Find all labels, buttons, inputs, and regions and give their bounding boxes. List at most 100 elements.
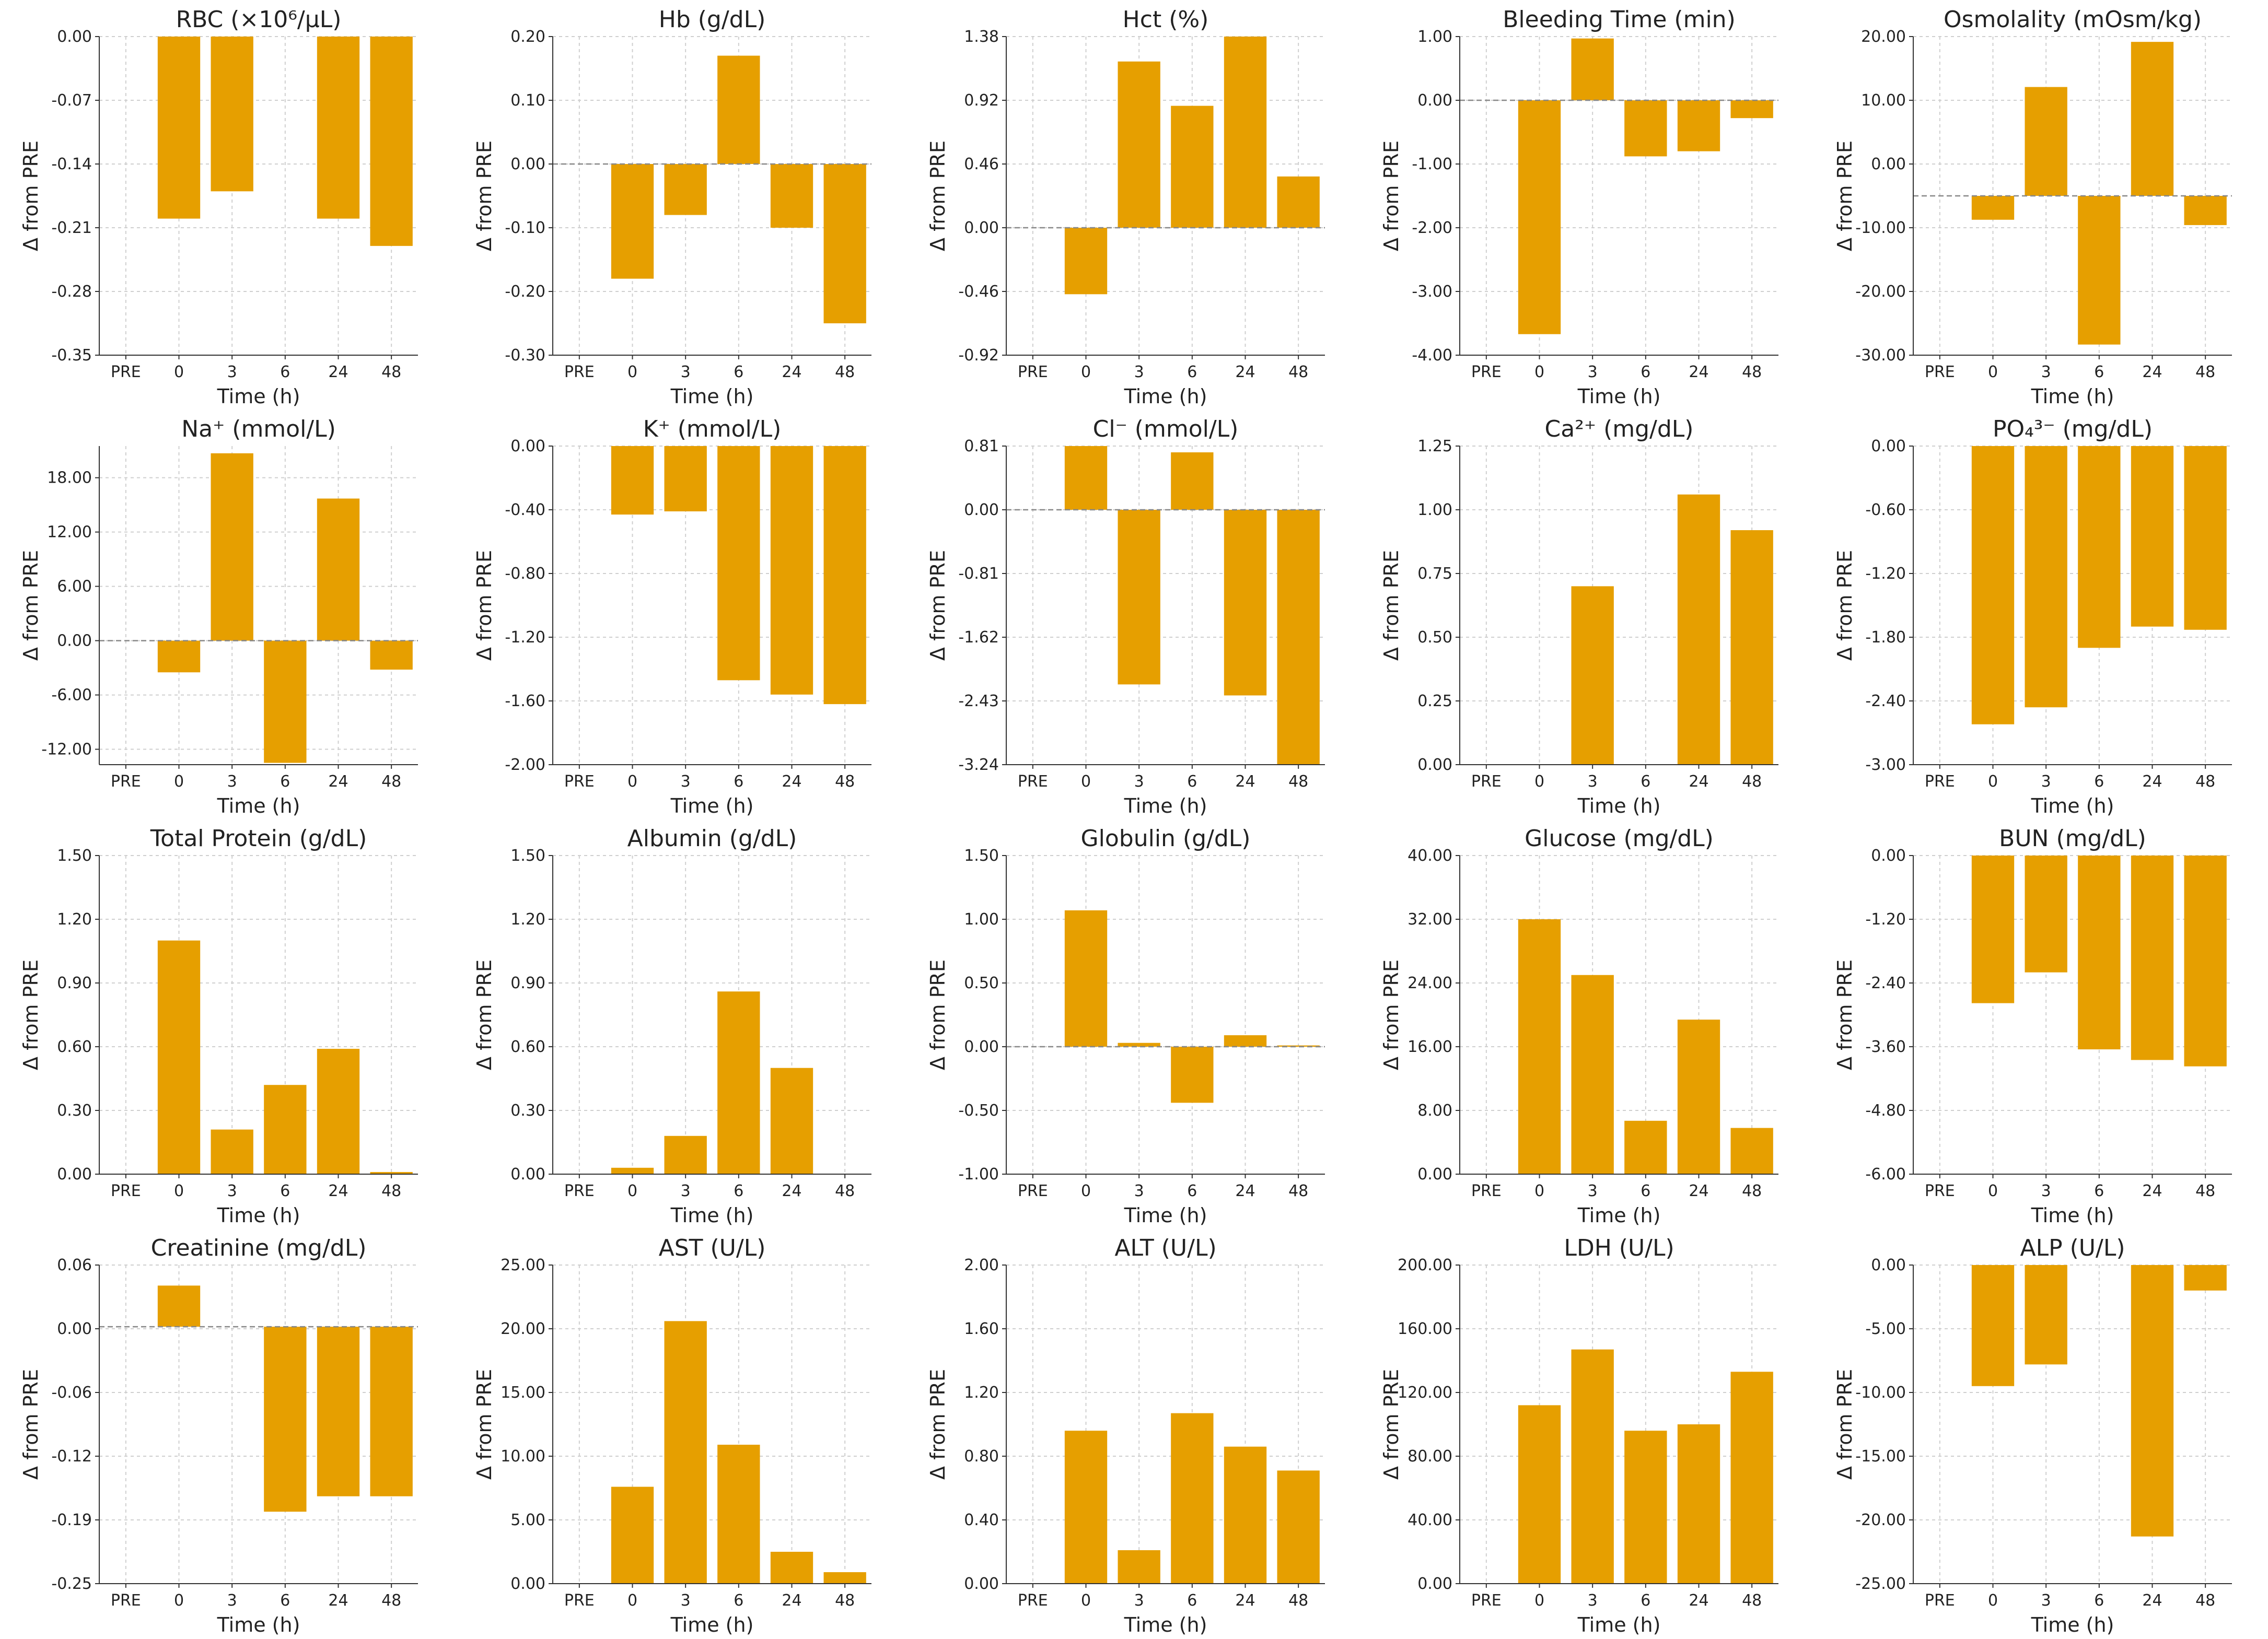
chart-svg: Creatinine (mg/dL) 0.06 0.00 -0.06 -0.12 -0.1… [19, 1235, 418, 1636]
y-tick-label: -3.00 [1865, 756, 1906, 774]
x-axis-label: Time (h) [2031, 794, 2114, 817]
x-tick-label: 6 [1641, 772, 1650, 791]
bar-24 [2131, 1265, 2174, 1537]
chart-title: Osmolality (mOsm/kg) [1944, 6, 2202, 33]
x-tick-label: 48 [835, 1591, 855, 1610]
y-tick-label: -20.00 [1855, 283, 1906, 301]
x-tick-label: 24 [2142, 363, 2162, 381]
bar-3 [2025, 446, 2067, 708]
y-tick-label: 0.00 [964, 219, 999, 237]
bar-24 [317, 1049, 360, 1174]
y-tick-label: -2.40 [1865, 692, 1906, 710]
x-tick-label: 3 [2041, 363, 2051, 381]
bar-48 [370, 640, 413, 670]
x-tick-label: 3 [1588, 1182, 1598, 1200]
x-tick-label: PRE [1018, 772, 1048, 791]
y-tick-label: -1.20 [505, 628, 545, 647]
x-tick-label: 6 [734, 772, 743, 791]
y-tick-label: -6.00 [1865, 1165, 1906, 1184]
y-tick-label: 18.00 [47, 469, 92, 487]
y-tick-label: 0.25 [1417, 692, 1452, 710]
y-tick-label: -2.40 [1865, 974, 1906, 992]
x-tick-label: 24 [1235, 1182, 1255, 1200]
x-tick-label: 0 [627, 1182, 637, 1200]
chart-svg: RBC (×10⁶/µL) 0.00 -0.07 -0.14 -0.21 -0.28 -0.… [19, 6, 418, 408]
y-tick-label: 6.00 [57, 578, 92, 596]
x-tick-label: 3 [681, 772, 691, 791]
y-tick-label: 0.46 [964, 155, 999, 173]
chart-title: Na⁺ (mmol/L) [181, 416, 336, 442]
bar-24 [1677, 100, 1720, 151]
y-axis-label: Δ from PRE [19, 141, 42, 251]
y-tick-label: -0.25 [51, 1575, 92, 1593]
x-tick-label: 24 [1689, 1182, 1708, 1200]
y-tick-label: 0.00 [510, 1575, 545, 1593]
x-tick-label: 0 [1988, 1182, 1998, 1200]
bar-0 [611, 164, 654, 279]
x-tick-label: 6 [734, 363, 743, 381]
chart-panel-10: PO₄³⁻ (mg/dL) 0.00 -0.60 -1.20 -1.80 -2.40 -3.… [1814, 409, 2267, 819]
y-tick-label: 0.00 [1871, 155, 1906, 173]
bar-0 [611, 446, 654, 515]
x-axis-label: Time (h) [1577, 794, 1661, 817]
y-axis-label: Δ from PRE [473, 959, 496, 1070]
x-tick-label: 3 [681, 363, 691, 381]
y-tick-label: -0.28 [51, 283, 92, 301]
x-tick-label: PRE [111, 772, 141, 791]
bar-24 [1224, 37, 1267, 228]
x-tick-label: 3 [1134, 1591, 1144, 1610]
bar-6 [2078, 446, 2121, 648]
bar-3 [1118, 1550, 1160, 1584]
y-tick-label: 0.81 [964, 437, 999, 455]
y-tick-label: 0.00 [57, 28, 92, 46]
x-tick-label: 6 [1187, 363, 1197, 381]
x-tick-label: PRE [564, 1591, 595, 1610]
y-tick-label: 32.00 [1408, 910, 1452, 929]
x-tick-label: 48 [835, 1182, 855, 1200]
y-tick-label: 0.75 [1417, 565, 1452, 583]
bar-0 [1064, 1431, 1108, 1584]
bar-48 [1277, 1045, 1320, 1047]
y-tick-label: -2.00 [1412, 219, 1452, 237]
bar-24 [1677, 494, 1720, 765]
y-tick-label: -4.80 [1865, 1102, 1906, 1120]
x-tick-label: 24 [782, 1182, 801, 1200]
x-tick-label: 3 [1134, 363, 1144, 381]
bar-0 [157, 37, 201, 219]
bar-0 [1971, 196, 2015, 220]
y-tick-label: 0.00 [57, 1165, 92, 1184]
y-tick-label: 24.00 [1408, 974, 1452, 992]
y-tick-label: -25.00 [1855, 1575, 1906, 1593]
y-axis-label: Δ from PRE [1833, 1369, 1856, 1480]
chart-panel-14: Glucose (mg/dL) 40.00 32.00 24.00 16.00 8.00 0… [1360, 819, 1814, 1228]
y-tick-label: 0.10 [510, 91, 545, 110]
y-tick-label: -0.30 [505, 346, 545, 365]
x-tick-label: 48 [1742, 1591, 1762, 1610]
y-tick-label: -1.20 [1865, 910, 1906, 929]
y-tick-label: -0.14 [51, 155, 92, 173]
bar-48 [1730, 530, 1773, 765]
bar-0 [1518, 1405, 1561, 1584]
y-tick-label: 0.00 [510, 155, 545, 173]
x-tick-label: 24 [1235, 1591, 1255, 1610]
y-tick-label: 1.38 [964, 28, 999, 46]
x-axis-label: Time (h) [217, 1204, 300, 1227]
bar-6 [717, 1445, 760, 1584]
x-tick-label: 24 [782, 1591, 801, 1610]
y-tick-label: -0.40 [505, 501, 545, 519]
bar-48 [823, 1572, 866, 1584]
bar-6 [264, 1085, 307, 1174]
bar-6 [2078, 196, 2121, 345]
x-tick-label: 24 [328, 772, 348, 791]
chart-panel-3: Hct (%) 1.38 0.92 0.46 0.00 -0.46 -0.92 PRE 0 3 6 2… [907, 0, 1360, 409]
y-tick-label: -0.12 [51, 1447, 92, 1466]
y-tick-label: 0.00 [1417, 1575, 1452, 1593]
chart-panel-5: Osmolality (mOsm/kg) 20.00 10.00 0.00 -10.00… [1814, 0, 2267, 409]
x-tick-label: 3 [227, 1182, 237, 1200]
y-tick-label: 1.50 [510, 847, 545, 865]
x-tick-label: 24 [1689, 1591, 1708, 1610]
y-tick-label: 0.92 [964, 91, 999, 110]
y-axis-label: Δ from PRE [19, 959, 42, 1070]
y-tick-label: 160.00 [1398, 1320, 1452, 1338]
